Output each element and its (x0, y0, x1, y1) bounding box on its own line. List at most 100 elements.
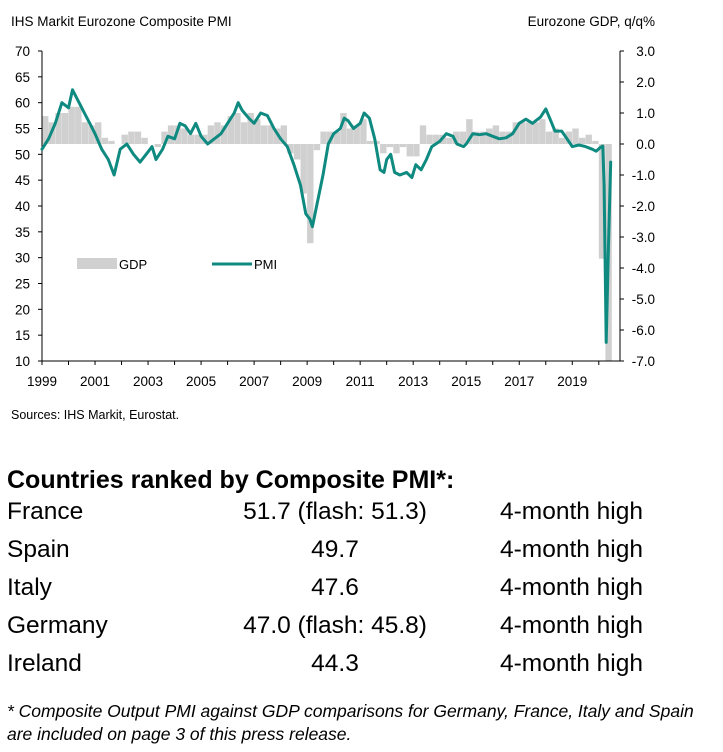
gdp-bar (545, 131, 553, 144)
left-axis-tick-label: 50 (15, 147, 30, 162)
right-axis-tick-label: -7.0 (632, 354, 655, 369)
gdp-bar (181, 128, 188, 144)
left-axis-tick-label: 65 (15, 70, 30, 85)
legend-gdp-label: GDP (119, 257, 147, 272)
ranking-note: 4-month high (500, 536, 644, 563)
gdp-bar (413, 144, 420, 157)
ranking-value: 49.7 (311, 536, 359, 563)
gdp-bar (386, 144, 394, 148)
gdp-bar (453, 131, 460, 144)
right-axis-tick-label: -2.0 (632, 199, 655, 214)
gdp-bar (221, 125, 228, 144)
gdp-bar (340, 113, 347, 144)
ranking-note: 4-month high (500, 498, 644, 525)
gdp-bar (426, 134, 433, 144)
pmi-series-line (40, 88, 613, 344)
ranking-note: 4-month high (500, 650, 644, 677)
gdp-bar (88, 125, 95, 144)
pmi-line (40, 88, 613, 344)
gdp-bar (293, 144, 301, 160)
x-axis-tick-label: 2011 (346, 374, 375, 389)
x-axis-tick-label: 2003 (133, 374, 163, 389)
gdp-bar (353, 125, 360, 144)
gdp-bar (313, 144, 321, 151)
x-axis-tick-label: 2009 (292, 374, 322, 389)
ranking-row: Germany 47.0 (flash: 45.8) 4-month high (0, 612, 723, 650)
gdp-bar (81, 122, 89, 144)
gdp-bar (466, 119, 473, 144)
left-axis-tick-label: 15 (15, 328, 30, 343)
gdp-bar (333, 131, 341, 144)
gdp-bar (267, 125, 274, 144)
gdp-bar (95, 122, 102, 144)
gdp-bar (227, 116, 234, 144)
ranking-footnote: * Composite Output PMI against GDP compa… (7, 701, 694, 744)
left-axis-tick-label: 40 (15, 199, 30, 214)
gdp-bar (101, 137, 109, 144)
x-axis-tick-label: 2001 (80, 374, 110, 389)
gdp-bar (240, 122, 248, 144)
gdp-bar (128, 131, 135, 144)
right-axis-tick-label: -1.0 (632, 168, 655, 183)
ranking-value: 51.7 (flash: 51.3) (243, 498, 427, 525)
gdp-bar (419, 125, 427, 144)
gdp-bar (247, 113, 254, 144)
right-axis-tick-label: -4.0 (632, 261, 655, 276)
gdp-bar (134, 131, 142, 144)
gdp-bar (532, 122, 539, 144)
ranking-country: Germany (7, 612, 108, 639)
x-axis-tick-label: 2019 (557, 374, 587, 389)
x-axis-tick-label: 1999 (27, 374, 57, 389)
gdp-bar (187, 134, 195, 144)
ranking-row: Spain 49.7 4-month high (0, 536, 723, 574)
gdp-bar (393, 144, 400, 154)
gdp-bar (161, 131, 168, 144)
right-axis-tick-label: 1.0 (636, 106, 655, 121)
gdp-bar (234, 113, 241, 144)
gdp-bar (154, 144, 162, 148)
gdp-bar (459, 131, 466, 144)
left-axis-tick-label: 10 (15, 354, 30, 369)
ranking-row: Ireland 44.3 4-month high (0, 650, 723, 688)
left-axis-tick-label: 60 (15, 96, 30, 111)
gdp-bar (61, 113, 69, 144)
left-axis-tick-label: 25 (15, 277, 30, 292)
chart-axes: 706560555045403530252015103.02.01.00.0-1… (15, 44, 655, 389)
gdp-bar (585, 134, 592, 144)
ranking-note: 4-month high (500, 612, 644, 639)
ranking-value: 44.3 (311, 650, 359, 677)
gdp-bar (174, 125, 181, 144)
legend-pmi-label: PMI (254, 257, 277, 272)
gdp-bar (307, 144, 314, 244)
gdp-bar (552, 128, 559, 144)
gdp-bar (75, 106, 82, 144)
right-axis-tick-label: -6.0 (632, 323, 655, 338)
gdp-bar (254, 119, 261, 144)
left-axis-tick-label: 20 (15, 302, 30, 317)
gdp-bar (446, 137, 453, 144)
right-axis-tick-label: -5.0 (632, 292, 655, 307)
gdp-bar (506, 131, 513, 144)
left-axis-tick-label: 30 (15, 251, 30, 266)
gdp-bar (578, 137, 586, 144)
x-axis-tick-label: 2007 (239, 374, 269, 389)
gdp-bar (55, 113, 62, 144)
pmi-gdp-chart: IHS Markit Eurozone Composite PMI Eurozo… (11, 14, 655, 389)
gdp-bar (592, 140, 599, 144)
gdp-bar (572, 128, 579, 144)
ranking-value: 47.6 (311, 574, 359, 601)
chart-title-right: Eurozone GDP, q/q% (528, 14, 655, 29)
gdp-bar (108, 140, 115, 144)
x-axis-tick-label: 2015 (451, 374, 481, 389)
x-axis-tick-label: 2013 (398, 374, 428, 389)
chart-source: Sources: IHS Markit, Eurostat. (11, 408, 180, 422)
ranking-country: Italy (7, 574, 52, 601)
gdp-bar (539, 119, 546, 144)
chart-legend: GDP PMI (77, 257, 277, 272)
gdp-bar (346, 128, 354, 144)
gdp-bar (207, 125, 215, 144)
gdp-bar (433, 134, 440, 144)
gdp-bar (472, 131, 480, 144)
right-axis-tick-label: 2.0 (636, 75, 655, 90)
gdp-bar (519, 122, 526, 144)
